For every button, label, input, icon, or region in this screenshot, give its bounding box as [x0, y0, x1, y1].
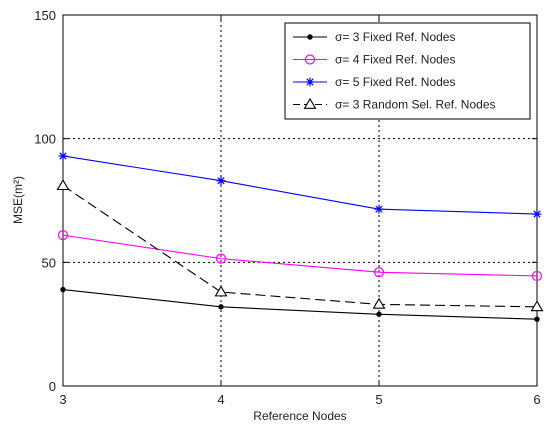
- legend-marker: [304, 54, 316, 65]
- series-2: [57, 230, 543, 282]
- data-point: [60, 286, 66, 293]
- series-4: [56, 179, 544, 312]
- legend-item: σ= 3 Random Sel. Ref. Nodes: [293, 98, 496, 112]
- data-point: [373, 267, 385, 278]
- legend-label: σ= 3 Random Sel. Ref. Nodes: [335, 98, 496, 112]
- series-line: [62, 234, 538, 277]
- y-tick-label: 100: [34, 132, 56, 147]
- legend-item: σ= 3 Fixed Ref. Nodes: [293, 30, 455, 44]
- legend-item: σ= 4 Fixed Ref. Nodes: [293, 53, 455, 67]
- series-layer: [56, 151, 544, 322]
- data-point: [58, 151, 68, 161]
- y-axis-title: MSE(m²): [11, 176, 25, 224]
- legend-label: σ= 5 Fixed Ref. Nodes: [335, 75, 455, 89]
- data-point: [534, 316, 540, 322]
- data-point: [218, 304, 224, 310]
- legend-item: σ= 5 Fixed Ref. Nodes: [293, 75, 455, 89]
- data-point: [372, 297, 386, 309]
- data-point: [374, 204, 384, 214]
- y-tick-label: 0: [49, 379, 56, 394]
- data-point: [532, 209, 542, 219]
- data-point: [530, 300, 544, 312]
- legend-marker: [307, 34, 313, 40]
- x-tick-label: 3: [59, 392, 66, 407]
- data-point: [57, 230, 69, 241]
- data-point: [215, 253, 227, 264]
- series-line: [62, 155, 538, 215]
- data-point: [531, 270, 543, 282]
- series-1: [60, 286, 540, 322]
- legend-box: [284, 22, 531, 120]
- legend-label: σ= 3 Fixed Ref. Nodes: [335, 30, 455, 44]
- data-point: [56, 179, 70, 191]
- x-tick-label: 4: [217, 392, 224, 407]
- legend-marker: [305, 77, 315, 87]
- legend-marker: [303, 97, 317, 109]
- x-axis-title: Reference Nodes: [253, 409, 346, 423]
- legend-label: σ= 4 Fixed Ref. Nodes: [335, 53, 455, 67]
- legend: σ= 3 Fixed Ref. Nodes σ= 4 Fixed Ref. Nod…: [284, 22, 531, 120]
- data-point: [214, 285, 228, 297]
- series-line: [62, 185, 538, 308]
- plot-border: [62, 14, 538, 387]
- series-3: [58, 151, 542, 219]
- series-line: [62, 288, 538, 320]
- y-tick-label: 150: [34, 8, 56, 23]
- y-tick-label: 50: [42, 255, 56, 270]
- data-point: [376, 311, 382, 317]
- x-tick-label: 5: [375, 392, 382, 407]
- axis-ticks: 3 4 5 6 0 50 100 150: [34, 8, 540, 407]
- data-point: [216, 176, 226, 186]
- x-tick-label: 6: [533, 392, 540, 407]
